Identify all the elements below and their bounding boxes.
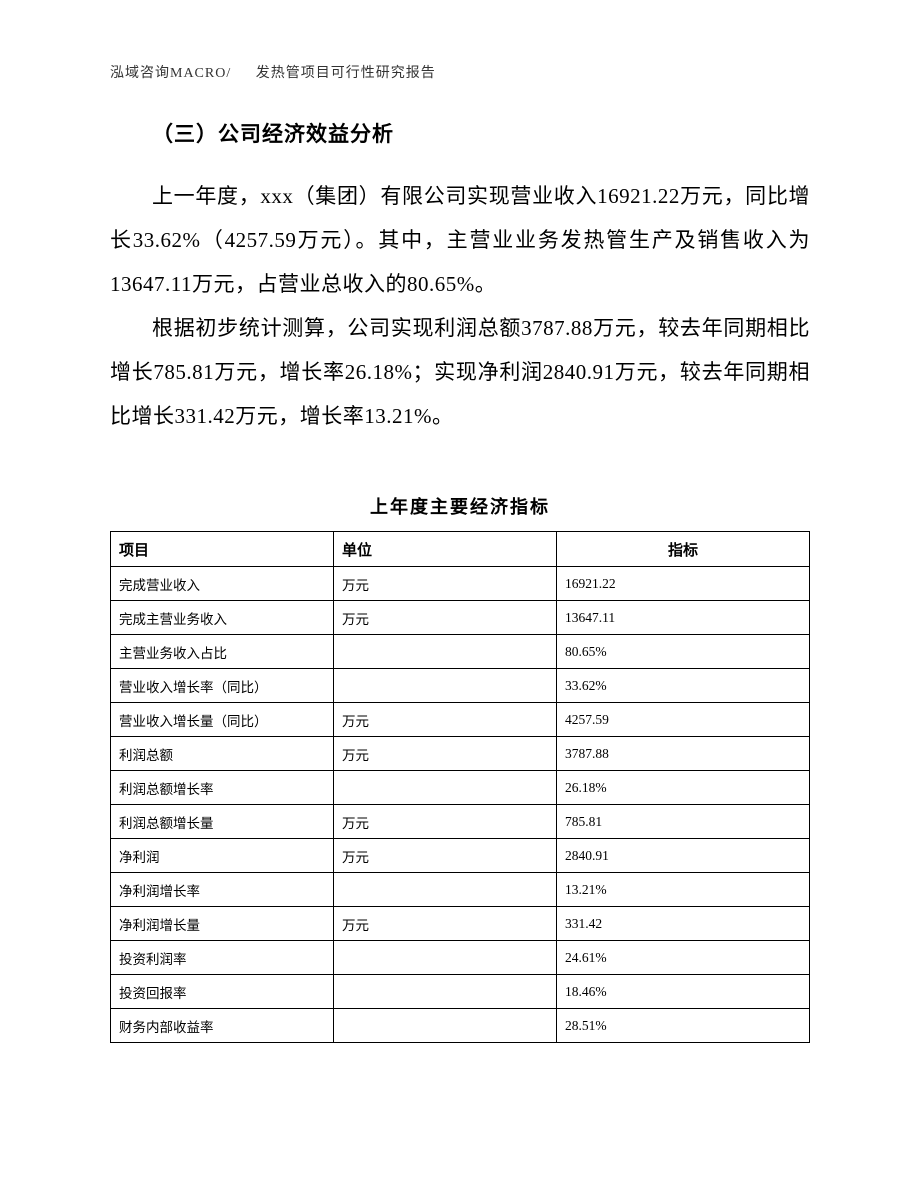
header-doc-title: 发热管项目可行性研究报告 <box>256 66 436 81</box>
table-body: 完成营业收入 万元 16921.22 完成主营业务收入 万元 13647.11 … <box>111 566 810 1042</box>
table-row: 完成营业收入 万元 16921.22 <box>111 566 810 600</box>
cell-value: 18.46% <box>557 974 810 1008</box>
cell-value: 28.51% <box>557 1008 810 1042</box>
cell-item: 净利润 <box>111 838 334 872</box>
header-company: 泓域咨询MACRO/ <box>110 66 231 81</box>
cell-value: 24.61% <box>557 940 810 974</box>
cell-unit <box>334 770 557 804</box>
paragraph-2: 根据初步统计测算，公司实现利润总额3787.88万元，较去年同期相比增长785.… <box>110 306 810 438</box>
cell-unit: 万元 <box>334 736 557 770</box>
cell-item: 营业收入增长量（同比） <box>111 702 334 736</box>
cell-unit <box>334 940 557 974</box>
cell-item: 营业收入增长率（同比） <box>111 668 334 702</box>
table-row: 营业收入增长率（同比） 33.62% <box>111 668 810 702</box>
table-row: 财务内部收益率 28.51% <box>111 1008 810 1042</box>
cell-item: 利润总额增长率 <box>111 770 334 804</box>
cell-value: 16921.22 <box>557 566 810 600</box>
cell-unit: 万元 <box>334 906 557 940</box>
cell-value: 13647.11 <box>557 600 810 634</box>
table-row: 净利润 万元 2840.91 <box>111 838 810 872</box>
cell-unit <box>334 974 557 1008</box>
cell-value: 785.81 <box>557 804 810 838</box>
cell-unit: 万元 <box>334 600 557 634</box>
cell-unit <box>334 668 557 702</box>
cell-value: 3787.88 <box>557 736 810 770</box>
cell-unit: 万元 <box>334 566 557 600</box>
cell-item: 净利润增长率 <box>111 872 334 906</box>
section-heading: （三）公司经济效益分析 <box>110 118 810 148</box>
cell-item: 利润总额增长量 <box>111 804 334 838</box>
cell-item: 完成营业收入 <box>111 566 334 600</box>
table-row: 利润总额 万元 3787.88 <box>111 736 810 770</box>
table-row: 利润总额增长率 26.18% <box>111 770 810 804</box>
table-header-row: 项目 单位 指标 <box>111 531 810 566</box>
table-header-value: 指标 <box>557 531 810 566</box>
cell-item: 投资回报率 <box>111 974 334 1008</box>
table-header-unit: 单位 <box>334 531 557 566</box>
cell-unit: 万元 <box>334 804 557 838</box>
cell-item: 财务内部收益率 <box>111 1008 334 1042</box>
cell-value: 4257.59 <box>557 702 810 736</box>
table-row: 利润总额增长量 万元 785.81 <box>111 804 810 838</box>
cell-item: 利润总额 <box>111 736 334 770</box>
cell-unit: 万元 <box>334 838 557 872</box>
table-row: 净利润增长量 万元 331.42 <box>111 906 810 940</box>
cell-item: 完成主营业务收入 <box>111 600 334 634</box>
table-row: 主营业务收入占比 80.65% <box>111 634 810 668</box>
cell-value: 331.42 <box>557 906 810 940</box>
table-row: 投资回报率 18.46% <box>111 974 810 1008</box>
cell-value: 26.18% <box>557 770 810 804</box>
table-row: 净利润增长率 13.21% <box>111 872 810 906</box>
cell-item: 主营业务收入占比 <box>111 634 334 668</box>
cell-unit <box>334 872 557 906</box>
table-row: 完成主营业务收入 万元 13647.11 <box>111 600 810 634</box>
paragraph-1: 上一年度，xxx（集团）有限公司实现营业收入16921.22万元，同比增长33.… <box>110 174 810 306</box>
cell-item: 投资利润率 <box>111 940 334 974</box>
cell-value: 80.65% <box>557 634 810 668</box>
page-header: 泓域咨询MACRO/ 发热管项目可行性研究报告 <box>110 62 436 82</box>
cell-value: 33.62% <box>557 668 810 702</box>
table-row: 投资利润率 24.61% <box>111 940 810 974</box>
cell-unit <box>334 1008 557 1042</box>
document-content: （三）公司经济效益分析 上一年度，xxx（集团）有限公司实现营业收入16921.… <box>110 118 810 1043</box>
economic-indicators-table: 项目 单位 指标 完成营业收入 万元 16921.22 完成主营业务收入 万元 … <box>110 531 810 1043</box>
table-title: 上年度主要经济指标 <box>110 493 810 519</box>
cell-value: 13.21% <box>557 872 810 906</box>
cell-unit <box>334 634 557 668</box>
table-row: 营业收入增长量（同比） 万元 4257.59 <box>111 702 810 736</box>
cell-value: 2840.91 <box>557 838 810 872</box>
cell-item: 净利润增长量 <box>111 906 334 940</box>
cell-unit: 万元 <box>334 702 557 736</box>
table-header-item: 项目 <box>111 531 334 566</box>
